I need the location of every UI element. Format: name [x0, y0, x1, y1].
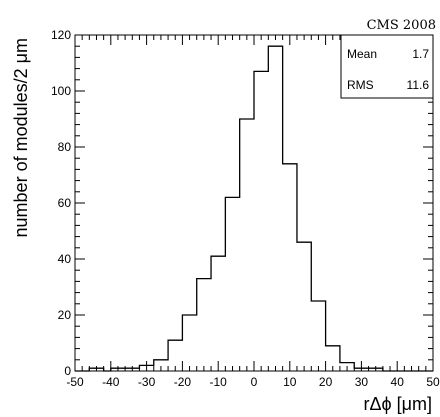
histogram-bin: [240, 119, 247, 371]
x-tick-label: 50: [426, 375, 440, 389]
axis-tick-labels: -50 -40 -30 -20 -10 0 10 20 30 40 50 0 20 40 60 80 100 12…: [51, 28, 440, 389]
x-tick-label: -20: [174, 375, 192, 389]
histogram-bin: [147, 365, 154, 371]
histogram-bin: [304, 242, 311, 371]
histogram-bin: [204, 279, 211, 371]
stats-rms-value: 11.6: [407, 78, 430, 92]
x-tick-label: -50: [66, 375, 84, 389]
histogram-bin: [326, 346, 333, 371]
histogram-bin: [168, 340, 175, 371]
y-tick-label: 120: [51, 28, 71, 42]
histogram-bin: [261, 71, 268, 371]
histogram-bin: [290, 164, 297, 371]
stats-box: Mean 1.7 RMS 11.6: [340, 34, 434, 99]
histogram-bin: [190, 315, 197, 371]
histogram-bin: [211, 256, 218, 371]
histogram-bin: [283, 164, 290, 371]
histogram-bin: [340, 363, 347, 371]
x-tick-label: 20: [319, 375, 333, 389]
histogram-bin: [197, 279, 204, 371]
x-tick-label: 10: [283, 375, 297, 389]
y-tick-label: 0: [64, 364, 71, 378]
histogram-bin: [254, 71, 261, 371]
y-tick-label: 20: [58, 308, 72, 322]
x-tick-label: -10: [210, 375, 228, 389]
histogram-bin: [333, 346, 340, 371]
x-tick-label: 30: [355, 375, 369, 389]
stats-rms-label: RMS: [347, 78, 374, 92]
histogram-bin: [154, 360, 161, 371]
histogram-bin: [233, 197, 240, 371]
histogram-bin: [182, 315, 189, 371]
histogram-bin: [268, 46, 275, 371]
y-tick-label: 80: [58, 140, 72, 154]
stats-mean-label: Mean: [347, 47, 377, 61]
x-tick-label: -30: [138, 375, 156, 389]
histogram-line: [75, 45, 433, 372]
histogram-bin: [347, 363, 354, 371]
x-axis-title: rΔϕ [μm]: [364, 394, 432, 414]
x-tick-label: -40: [102, 375, 120, 389]
histogram-bin: [297, 242, 304, 371]
y-tick-label: 40: [58, 252, 72, 266]
histogram-bin: [275, 46, 282, 371]
histogram-bin: [218, 256, 225, 371]
y-axis-title: number of modules/2 μm: [11, 38, 31, 237]
y-tick-label: 60: [58, 196, 72, 210]
histogram-bin: [247, 119, 254, 371]
histogram-bin: [175, 340, 182, 371]
x-tick-label: 0: [251, 375, 258, 389]
stats-mean-value: 1.7: [412, 47, 429, 61]
cms-header: CMS 2008: [367, 18, 436, 33]
histogram-bin: [139, 365, 146, 371]
histogram-bin: [311, 301, 318, 371]
x-tick-label: 40: [391, 375, 405, 389]
y-tick-label: 100: [51, 84, 71, 98]
histogram-bin: [161, 360, 168, 371]
histogram-bins: [89, 46, 383, 371]
histogram-bin: [225, 197, 232, 371]
histogram-bin: [318, 301, 325, 371]
